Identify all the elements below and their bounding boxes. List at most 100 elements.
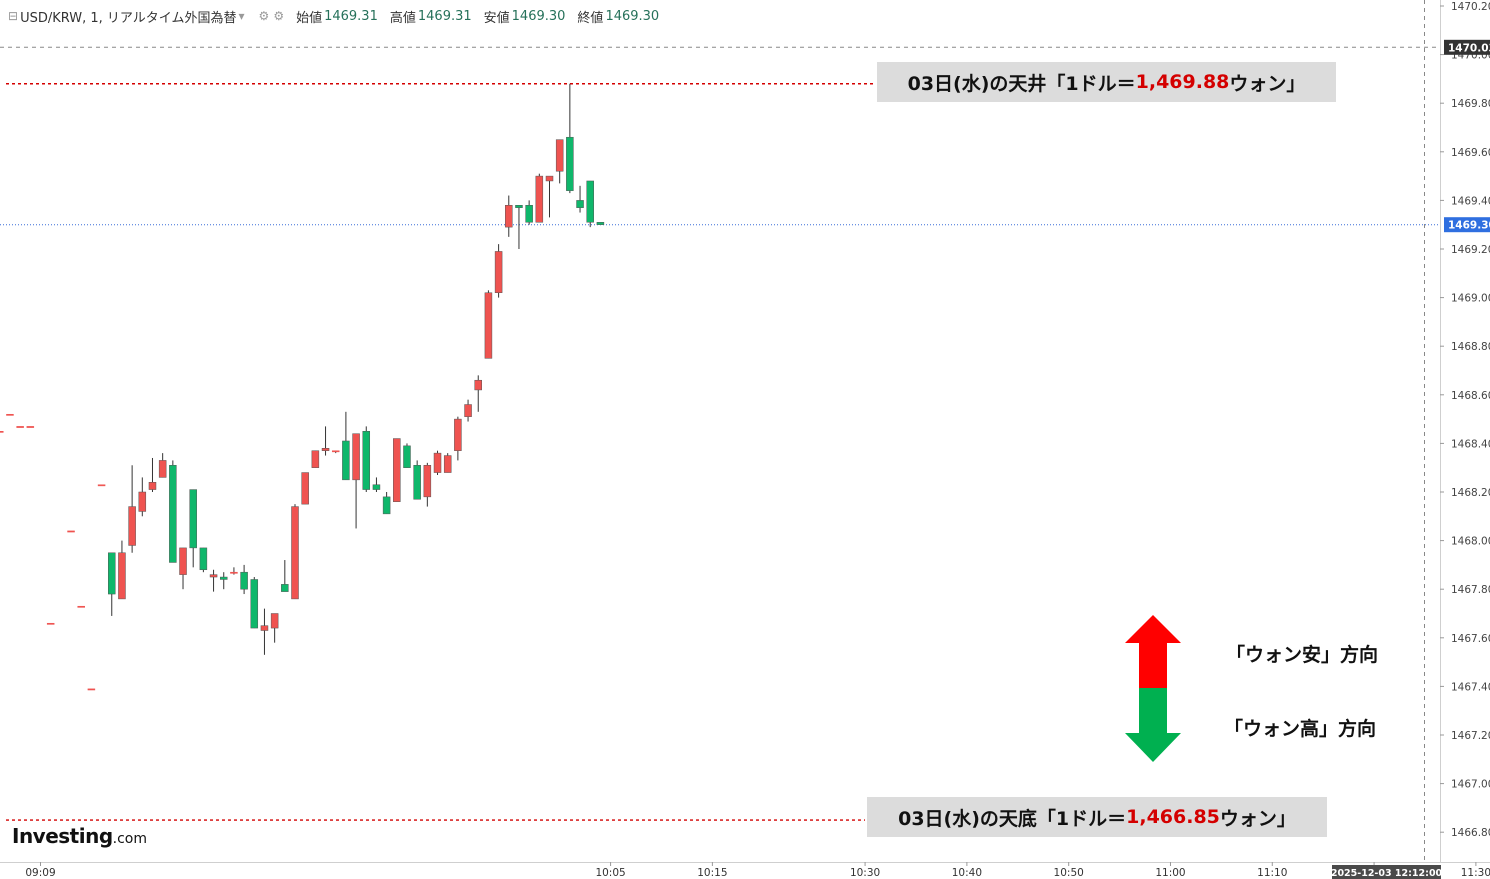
- candle[interactable]: [138, 477, 147, 517]
- candle[interactable]: [505, 195, 513, 237]
- candle[interactable]: [362, 426, 371, 492]
- candle[interactable]: [16, 426, 24, 428]
- candle-body: [240, 571, 248, 590]
- candle[interactable]: [281, 560, 289, 592]
- candle[interactable]: [576, 185, 584, 213]
- price-axis[interactable]: [1440, 0, 1490, 879]
- candle-body: [26, 426, 35, 428]
- candle-body: [433, 452, 442, 473]
- candle[interactable]: [331, 450, 340, 454]
- x-tick-label: 09:09: [25, 867, 55, 879]
- candle[interactable]: [158, 453, 167, 478]
- candle-body: [138, 491, 147, 512]
- square-minus-icon[interactable]: ⊟: [8, 9, 19, 23]
- candle[interactable]: [67, 530, 75, 533]
- candle-body: [46, 622, 55, 625]
- candle[interactable]: [321, 426, 330, 456]
- candle-body: [148, 482, 157, 490]
- candle-body: [301, 472, 309, 505]
- candle[interactable]: [179, 547, 187, 590]
- candle[interactable]: [443, 453, 452, 473]
- candle-body: [566, 136, 574, 191]
- gear-icon[interactable]: ⚙: [273, 9, 285, 23]
- candle[interactable]: [586, 180, 594, 228]
- candle[interactable]: [372, 477, 381, 492]
- candle[interactable]: [433, 450, 442, 475]
- y-tick-label: 1468.00: [1451, 536, 1490, 548]
- candle[interactable]: [77, 605, 85, 608]
- candle[interactable]: [311, 450, 320, 468]
- candle-body: [311, 450, 320, 468]
- candle[interactable]: [484, 290, 493, 359]
- candle[interactable]: [0, 431, 4, 433]
- candle[interactable]: [46, 622, 55, 625]
- candle[interactable]: [393, 438, 401, 502]
- candle[interactable]: [260, 608, 269, 655]
- candle-body: [403, 445, 411, 468]
- candle[interactable]: [352, 433, 360, 529]
- low-label: 安値: [483, 10, 510, 26]
- candle[interactable]: [474, 375, 482, 412]
- candle[interactable]: [240, 564, 248, 595]
- candle[interactable]: [515, 205, 523, 249]
- y-tick-label: 1469.40: [1451, 195, 1490, 207]
- candle[interactable]: [148, 457, 157, 492]
- candle-body: [321, 448, 330, 451]
- low-annotation-value: 1,466.85: [1126, 806, 1220, 828]
- candle[interactable]: [494, 244, 503, 298]
- candle[interactable]: [342, 411, 350, 481]
- y-tick-label: 1469.80: [1451, 98, 1490, 110]
- y-tick-label: 1467.80: [1451, 584, 1490, 596]
- won-weak-label: 「ウォン安」方向: [1226, 644, 1379, 666]
- candle[interactable]: [230, 567, 238, 575]
- candle[interactable]: [301, 472, 309, 505]
- candle-body: [454, 418, 462, 451]
- y-tick-label: 1468.40: [1451, 438, 1490, 450]
- candle-body: [535, 175, 544, 223]
- candle[interactable]: [87, 688, 96, 691]
- candle[interactable]: [423, 462, 432, 507]
- candle[interactable]: [209, 569, 218, 592]
- candle[interactable]: [382, 492, 391, 515]
- candle[interactable]: [403, 443, 411, 468]
- candle-body: [505, 205, 513, 228]
- candle[interactable]: [555, 139, 564, 184]
- candle[interactable]: [189, 489, 197, 568]
- x-tick-label: 10:40: [952, 867, 982, 879]
- candle[interactable]: [535, 173, 544, 223]
- y-tick-label: 1467.00: [1451, 779, 1490, 791]
- candle-body: [331, 450, 340, 453]
- candle[interactable]: [545, 175, 554, 218]
- y-tick-label: 1469.20: [1451, 244, 1490, 256]
- candle[interactable]: [270, 613, 279, 643]
- candle[interactable]: [566, 83, 574, 194]
- gear-icon[interactable]: ⚙: [258, 9, 270, 23]
- candle[interactable]: [108, 552, 116, 616]
- candle[interactable]: [454, 416, 462, 461]
- candle[interactable]: [250, 577, 259, 629]
- high-annotation-suffix: ウォン」: [1229, 72, 1306, 95]
- candle[interactable]: [219, 572, 228, 590]
- candle-body: [484, 292, 493, 359]
- candle[interactable]: [169, 460, 177, 563]
- candle[interactable]: [291, 504, 299, 600]
- candle[interactable]: [118, 540, 126, 600]
- candle[interactable]: [97, 484, 106, 487]
- candle-body: [555, 139, 564, 172]
- open-label: 始値: [296, 10, 323, 26]
- candle[interactable]: [596, 222, 605, 225]
- low-annotation-box: 03日(水)の天底「1ドル＝ 1,466.85 ウォン」: [867, 797, 1327, 837]
- triangle-down-icon[interactable]: ▾: [238, 9, 245, 23]
- candle[interactable]: [199, 547, 208, 573]
- candle[interactable]: [6, 413, 14, 416]
- symbol-title: USD/KRW, 1, リアルタイム外国為替: [20, 10, 237, 26]
- candle[interactable]: [525, 200, 533, 225]
- candle-body: [596, 222, 605, 225]
- candle[interactable]: [464, 399, 472, 422]
- candle[interactable]: [128, 465, 136, 553]
- y-tick-label: 1468.60: [1451, 390, 1490, 402]
- candle-body: [464, 404, 472, 417]
- candle[interactable]: [413, 460, 421, 500]
- candle[interactable]: [26, 426, 35, 428]
